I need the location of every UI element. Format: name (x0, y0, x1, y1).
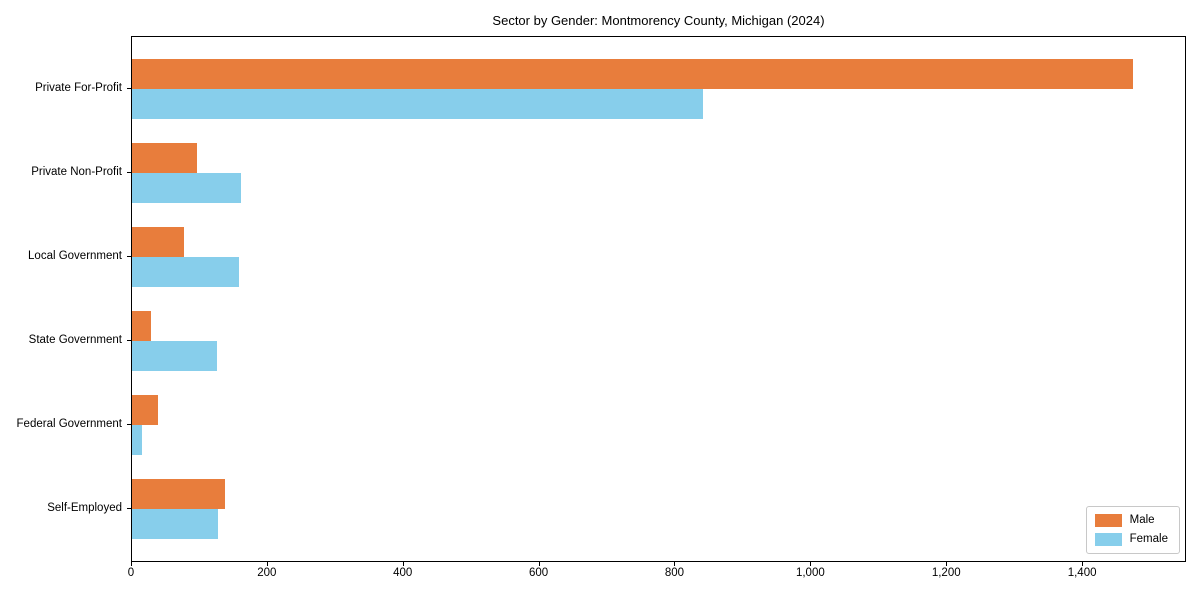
x-axis-tick (402, 562, 404, 566)
x-axis-tick (538, 562, 540, 566)
x-axis-tick-label: 600 (529, 567, 549, 579)
legend: Male Female (1085, 506, 1180, 554)
y-axis-tick (127, 508, 131, 509)
female-legend-label: Female (1129, 533, 1168, 545)
female-bar-local-government (132, 257, 239, 287)
female-legend-swatch (1094, 533, 1122, 546)
y-axis-tick (127, 256, 131, 257)
y-axis-tick (127, 424, 131, 425)
x-axis-tick-label: 1,000 (795, 567, 825, 579)
x-axis-tick (674, 562, 676, 566)
y-axis-tick (127, 172, 131, 173)
x-axis-tick (946, 562, 948, 566)
x-axis-tick-label: 0 (127, 567, 135, 579)
female-bar-federal-government (132, 425, 143, 455)
female-bar-state-government (132, 341, 217, 371)
legend-entry-male: Male (1094, 514, 1168, 527)
male-legend-label: Male (1129, 514, 1155, 526)
y-axis-label: State Government (28, 334, 122, 346)
plot-area: Male Female (131, 36, 1186, 562)
y-axis-label: Federal Government (16, 418, 122, 430)
chart-title: Sector by Gender: Montmorency County, Mi… (492, 13, 825, 28)
male-bar-federal-government (132, 395, 158, 425)
x-axis-tick-label: 1,200 (931, 567, 961, 579)
y-axis-tick (127, 88, 131, 89)
x-axis-tick (810, 562, 812, 566)
y-axis-label: Local Government (28, 250, 122, 262)
x-axis-tick (1082, 562, 1084, 566)
y-axis-label: Self-Employed (47, 502, 122, 514)
y-axis-label: Private For-Profit (35, 82, 122, 94)
x-axis-tick-label: 1,400 (1067, 567, 1097, 579)
male-bar-state-government (132, 311, 152, 341)
female-bar-private-for-profit (132, 89, 704, 119)
male-bar-local-government (132, 227, 185, 257)
female-bar-self-employed (132, 509, 219, 539)
x-axis-tick (131, 562, 132, 566)
male-legend-swatch (1094, 514, 1122, 527)
legend-entry-female: Female (1094, 533, 1168, 546)
x-axis-tick-label: 400 (393, 567, 413, 579)
male-bar-private-non-profit (132, 143, 198, 173)
y-axis-label: Private Non-Profit (31, 166, 122, 178)
y-axis-tick (127, 340, 131, 341)
female-bar-private-non-profit (132, 173, 241, 203)
x-axis-tick (266, 562, 268, 566)
male-bar-self-employed (132, 479, 226, 509)
male-bar-private-for-profit (132, 59, 1133, 89)
x-axis-tick-label: 200 (257, 567, 277, 579)
x-axis-tick-label: 800 (664, 567, 685, 579)
